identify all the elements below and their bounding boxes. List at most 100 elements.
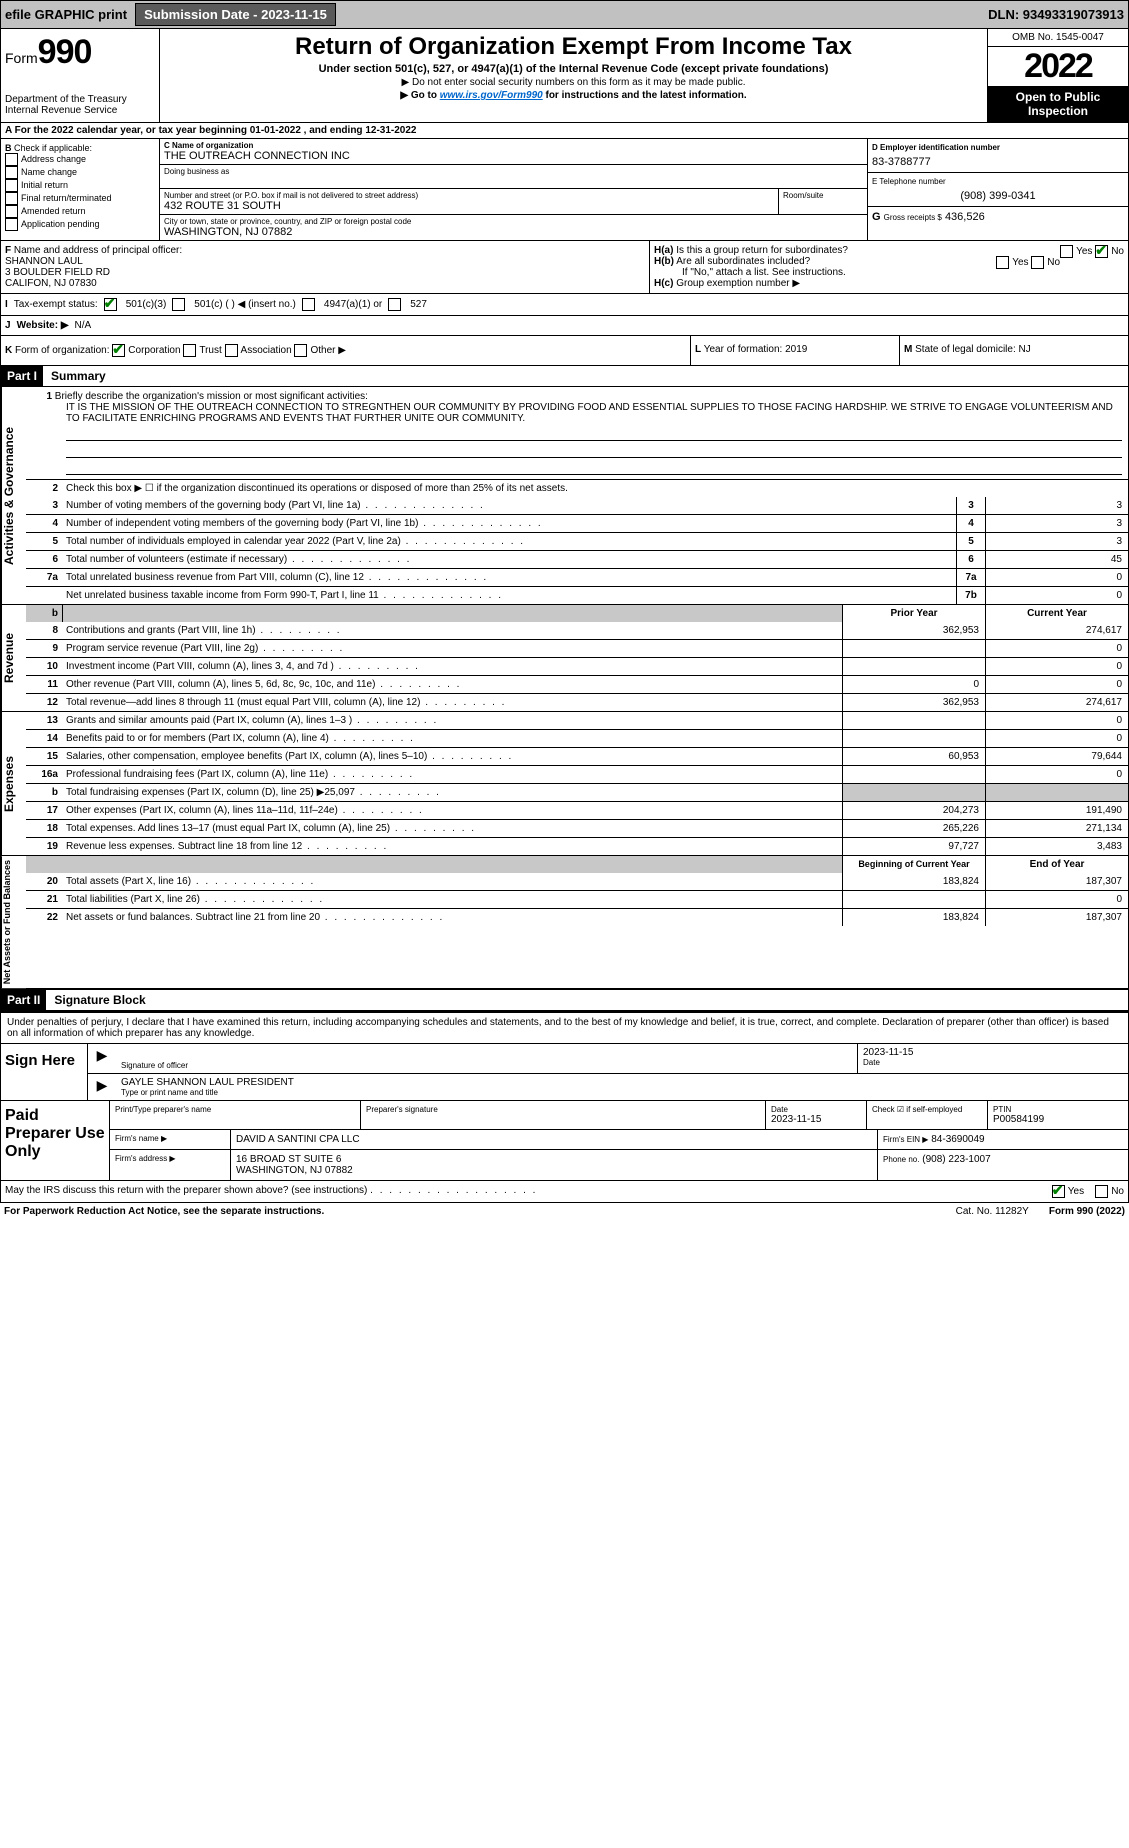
row-fh: F Name and address of principal officer:… xyxy=(0,241,1129,294)
table-row: 5Total number of individuals employed in… xyxy=(26,532,1128,550)
org-name: THE OUTREACH CONNECTION INC xyxy=(164,150,863,162)
table-row: 6Total number of volunteers (estimate if… xyxy=(26,550,1128,568)
phone-value: (908) 399-0341 xyxy=(872,190,1124,202)
table-row: Net unrelated business taxable income fr… xyxy=(26,586,1128,604)
form-header-center: Return of Organization Exempt From Incom… xyxy=(160,29,987,122)
signature-block: Under penalties of perjury, I declare th… xyxy=(0,1011,1129,1203)
prep-name-label: Print/Type preparer's name xyxy=(110,1101,361,1129)
ptin-value: P00584199 xyxy=(993,1114,1123,1125)
assoc-checkbox[interactable] xyxy=(225,344,238,357)
sig-officer-label: Signature of officer xyxy=(121,1061,852,1070)
form-header: Form990 Department of the Treasury Inter… xyxy=(0,29,1129,123)
other-checkbox[interactable] xyxy=(294,344,307,357)
j-label: J xyxy=(5,320,11,331)
ha-yes-checkbox[interactable] xyxy=(1060,245,1073,258)
checkbox[interactable] xyxy=(5,166,18,179)
row-website: J Website: ▶ N/A xyxy=(0,316,1129,336)
hb-no-checkbox[interactable] xyxy=(1031,256,1044,269)
irs-yes-checkbox[interactable] xyxy=(1052,1185,1065,1198)
checkbox[interactable] xyxy=(5,153,18,166)
4947-checkbox[interactable] xyxy=(302,298,315,311)
netassets-section: Net Assets or Fund Balances Beginning of… xyxy=(0,856,1129,989)
tax-year: 2022 xyxy=(988,47,1128,86)
checkbox[interactable] xyxy=(5,192,18,205)
501c-checkbox[interactable] xyxy=(172,298,185,311)
table-row: 20Total assets (Part X, line 16)183,8241… xyxy=(26,873,1128,890)
irs-label: Internal Revenue Service xyxy=(5,105,155,116)
paid-preparer-grid: Paid Preparer Use Only Print/Type prepar… xyxy=(1,1100,1128,1180)
revenue-section: Revenue b Prior Year Current Year 8Contr… xyxy=(0,605,1129,712)
part2-title: Signature Block xyxy=(46,990,153,1010)
blank-line xyxy=(66,460,1122,475)
self-employed-check: Check ☑ if self-employed xyxy=(867,1101,988,1129)
501c3-checkbox[interactable] xyxy=(104,298,117,311)
firm-addr2: WASHINGTON, NJ 07882 xyxy=(236,1165,872,1176)
city-state-zip: WASHINGTON, NJ 07882 xyxy=(164,226,863,238)
mission-text: IT IS THE MISSION OF THE OUTREACH CONNEC… xyxy=(66,402,1122,424)
trust-checkbox[interactable] xyxy=(183,344,196,357)
form-subtitle-1: Under section 501(c), 527, or 4947(a)(1)… xyxy=(168,63,979,75)
g-label: G xyxy=(872,211,881,223)
sign-here-label: Sign Here xyxy=(1,1044,88,1100)
governance-section: Activities & Governance 1 Briefly descri… xyxy=(0,387,1129,605)
form-title: Return of Organization Exempt From Incom… xyxy=(168,33,979,61)
table-row: 7aTotal unrelated business revenue from … xyxy=(26,568,1128,586)
firm-addr1: 16 BROAD ST SUITE 6 xyxy=(236,1154,872,1165)
table-row: bTotal fundraising expenses (Part IX, co… xyxy=(26,783,1128,801)
line-2: 2 Check this box ▶ ☐ if the organization… xyxy=(26,479,1128,497)
checkbox[interactable] xyxy=(5,205,18,218)
part1-title: Summary xyxy=(43,366,114,386)
irs-link[interactable]: www.irs.gov/Form990 xyxy=(440,90,543,101)
table-row: 12Total revenue—add lines 8 through 11 (… xyxy=(26,693,1128,711)
checkbox[interactable] xyxy=(5,218,18,231)
527-checkbox[interactable] xyxy=(388,298,401,311)
b-check-label: Check if applicable: xyxy=(14,143,92,153)
checkbox-item: Final return/terminated xyxy=(5,192,155,205)
checkbox-item: Address change xyxy=(5,153,155,166)
paid-preparer-label: Paid Preparer Use Only xyxy=(1,1101,110,1180)
ha-no-checkbox[interactable] xyxy=(1095,245,1108,258)
city-label: City or town, state or province, country… xyxy=(164,217,863,226)
checkbox[interactable] xyxy=(5,179,18,192)
block-bcdeg: B Check if applicable: Address changeNam… xyxy=(0,139,1129,241)
table-row: 19Revenue less expenses. Subtract line 1… xyxy=(26,837,1128,855)
hb-yes-checkbox[interactable] xyxy=(996,256,1009,269)
line-1: 1 Briefly describe the organization's mi… xyxy=(26,387,1128,479)
table-row: 18Total expenses. Add lines 13–17 (must … xyxy=(26,819,1128,837)
state-domicile: NJ xyxy=(1019,344,1031,355)
firm-name: DAVID A SANTINI CPA LLC xyxy=(231,1130,878,1149)
part2-header-row: Part II Signature Block xyxy=(0,989,1129,1011)
table-row: 14Benefits paid to or for members (Part … xyxy=(26,729,1128,747)
f-text: Name and address of principal officer: xyxy=(14,245,182,256)
omb-number: OMB No. 1545-0047 xyxy=(988,29,1128,47)
table-row: 11Other revenue (Part VIII, column (A), … xyxy=(26,675,1128,693)
perjury-declaration: Under penalties of perjury, I declare th… xyxy=(1,1013,1128,1044)
submission-date-button[interactable]: Submission Date - 2023-11-15 xyxy=(135,3,336,26)
checkbox-item: Initial return xyxy=(5,179,155,192)
vtab-expenses: Expenses xyxy=(1,712,26,855)
ha-label: H(a) xyxy=(654,245,673,256)
officer-printed-name: GAYLE SHANNON LAUL PRESIDENT xyxy=(121,1077,1123,1088)
expenses-section: Expenses 13Grants and similar amounts pa… xyxy=(0,712,1129,856)
j-text: Website: ▶ xyxy=(17,320,69,331)
vtab-governance: Activities & Governance xyxy=(1,387,26,604)
website-value: N/A xyxy=(75,320,92,331)
prep-sig-label: Preparer's signature xyxy=(361,1101,766,1129)
form-subtitle-2: ▶ Do not enter social security numbers o… xyxy=(168,77,979,88)
irs-no-checkbox[interactable] xyxy=(1095,1185,1108,1198)
section-l: L Year of formation: 2019 xyxy=(691,336,900,365)
section-b: B Check if applicable: Address changeNam… xyxy=(1,139,160,240)
arrow-icon: ▶ xyxy=(88,1044,116,1073)
open-to-public: Open to Public Inspection xyxy=(988,86,1128,122)
f-label: F xyxy=(5,245,11,256)
b-label: B xyxy=(5,143,12,153)
table-row: 4Number of independent voting members of… xyxy=(26,514,1128,532)
corp-checkbox[interactable] xyxy=(112,344,125,357)
table-row: 15Salaries, other compensation, employee… xyxy=(26,747,1128,765)
section-f: F Name and address of principal officer:… xyxy=(1,241,650,293)
part1-label: Part I xyxy=(1,366,43,386)
i-text: Tax-exempt status: xyxy=(14,299,98,310)
gross-receipts: 436,526 xyxy=(945,211,985,223)
table-row: 21Total liabilities (Part X, line 26)0 xyxy=(26,890,1128,908)
table-row: 22Net assets or fund balances. Subtract … xyxy=(26,908,1128,926)
